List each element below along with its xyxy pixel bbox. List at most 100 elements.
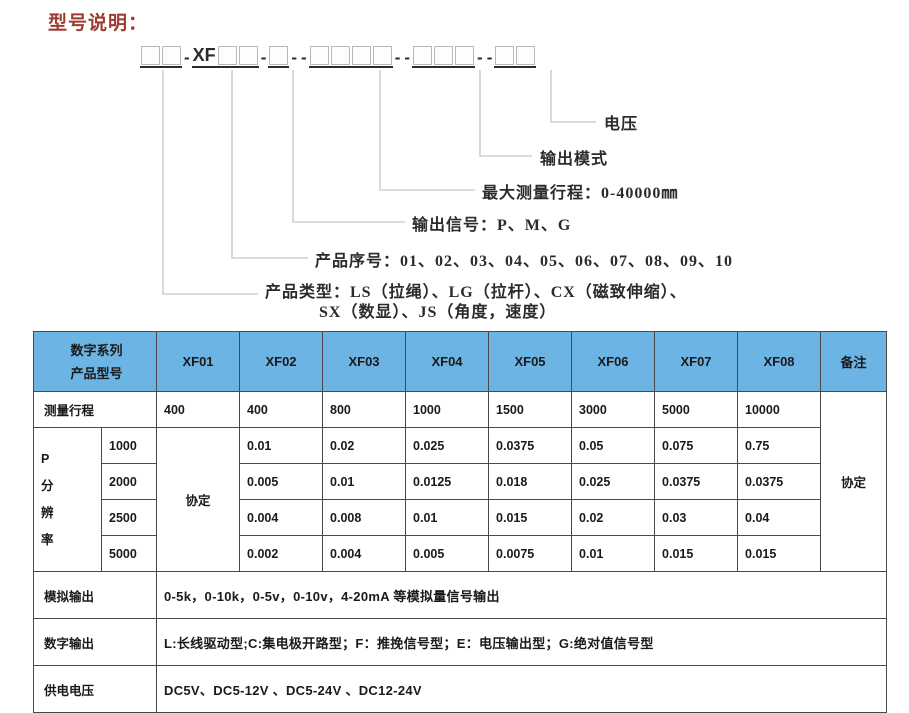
code-box[interactable] — [372, 46, 392, 65]
model-code-group-voltage — [494, 46, 537, 68]
res-1000-xf03: 0.02 — [322, 427, 407, 464]
remark-cell-merged: 协定 — [820, 391, 888, 572]
leader-line-output-signal — [292, 70, 405, 223]
res-2000-xf06: 0.025 — [571, 463, 656, 500]
header-series-line1: 数字系列 — [70, 342, 123, 358]
row-label-measurement-range: 测量行程 — [32, 391, 158, 428]
code-box[interactable] — [413, 46, 433, 65]
header-cell-series: 数字系列 产品型号 — [32, 331, 158, 392]
res-1000-xf06: 0.05 — [571, 427, 656, 464]
callout-product-type-line1: 产品类型：LS（拉绳）、LG（拉杆）、CX（磁致伸缩）、 — [265, 284, 687, 301]
code-box[interactable] — [495, 46, 515, 65]
code-box[interactable] — [309, 46, 329, 65]
header-cell-xf05: XF05 — [488, 331, 573, 392]
res-2500-xf02: 0.004 — [239, 499, 324, 536]
code-separator: - — [394, 48, 401, 67]
resolution-pulses-2000: 2000 — [100, 463, 158, 500]
res-2500-xf08: 0.04 — [737, 499, 822, 536]
range-value-xf06: 3000 — [571, 391, 656, 428]
code-separator: - — [486, 48, 493, 67]
code-box[interactable] — [330, 46, 350, 65]
res-5000-xf04: 0.005 — [405, 535, 490, 572]
row-label-supply-voltage: 供电电压 — [32, 665, 158, 713]
res-2000-xf08: 0.0375 — [737, 463, 822, 500]
value-supply-voltage: DC5V、DC5-12V 、DC5-24V 、DC12-24V — [156, 665, 888, 713]
header-cell-remark: 备注 — [820, 331, 888, 392]
res-1000-xf08: 0.75 — [737, 427, 822, 464]
leader-line-max-range — [379, 70, 475, 191]
leader-line-voltage — [550, 70, 596, 123]
header-cell-xf06: XF06 — [571, 331, 656, 392]
res-2000-xf03: 0.01 — [322, 463, 407, 500]
leader-line-product-serial — [231, 70, 308, 259]
range-value-xf07: 5000 — [654, 391, 739, 428]
table-row-supply-voltage: 供电电压 DC5V、DC5-12V 、DC5-24V 、DC12-24V — [32, 665, 888, 713]
code-box[interactable] — [217, 46, 237, 65]
res-5000-xf07: 0.015 — [654, 535, 739, 572]
row-label-digital-output: 数字输出 — [32, 618, 158, 666]
callout-max-range: 最大测量行程：0-40000㎜ — [482, 185, 679, 202]
resolution-label-char-p: P — [41, 451, 50, 466]
table-header-row: 数字系列 产品型号 XF01 XF02 XF03 XF04 XF05 XF06 … — [32, 331, 888, 392]
callout-product-type-line2: SX（数显）、JS（角度，速度） — [319, 304, 557, 321]
res-1000-xf07: 0.075 — [654, 427, 739, 464]
model-code-group-series: XF — [191, 45, 259, 68]
code-box[interactable] — [516, 46, 536, 65]
leader-line-product-type — [162, 70, 258, 295]
code-separator: - — [260, 48, 267, 67]
code-separator: - — [291, 48, 298, 67]
code-prefix-xf: XF — [192, 45, 216, 65]
res-2500-xf07: 0.03 — [654, 499, 739, 536]
range-value-xf08: 10000 — [737, 391, 822, 428]
value-digital-output: L:长线驱动型;C:集电极开路型；F：推挽信号型；E：电压输出型；G:绝对值信号… — [156, 618, 888, 666]
resolution-label-char-lv: 率 — [41, 532, 54, 547]
header-series-line2: 产品型号 — [70, 365, 123, 381]
table-row-measurement-range: 测量行程 400 400 800 1000 1500 3000 5000 100… — [32, 391, 888, 572]
callout-output-signal: 输出信号：P、M、G — [412, 217, 572, 234]
res-2000-xf02: 0.005 — [239, 463, 324, 500]
res-5000-xf02: 0.002 — [239, 535, 324, 572]
model-code-group-max-range — [412, 46, 476, 68]
code-box[interactable] — [162, 46, 181, 65]
table-row-analog-output: 模拟输出 0-5k，0-10k，0-5v，0-10v，4-20mA 等模拟量信号… — [32, 571, 888, 619]
callout-voltage: 电压 — [604, 116, 639, 133]
value-analog-output: 0-5k，0-10k，0-5v，0-10v，4-20mA 等模拟量信号输出 — [156, 571, 888, 619]
range-value-xf04: 1000 — [405, 391, 490, 428]
callout-output-mode: 输出模式 — [540, 151, 609, 168]
code-separator: - — [301, 48, 307, 67]
code-box[interactable] — [351, 46, 371, 65]
code-box[interactable] — [141, 46, 160, 65]
header-cell-xf04: XF04 — [405, 331, 490, 392]
row-label-resolution: P 分 辨 率 — [33, 427, 102, 572]
res-2000-xf04: 0.0125 — [405, 463, 490, 500]
header-cell-xf01: XF01 — [156, 331, 241, 392]
range-value-xf01: 400 — [156, 391, 241, 428]
res-2000-xf05: 0.018 — [488, 463, 573, 500]
code-separator: - — [477, 48, 483, 67]
table-row-resolution-2000: 2000 0.005 0.01 0.0125 0.018 0.025 0.037… — [34, 463, 887, 500]
table-row-resolution-2500: 2500 0.004 0.008 0.01 0.015 0.02 0.03 0.… — [34, 499, 887, 536]
resolution-pulses-2500: 2500 — [100, 499, 158, 536]
code-box[interactable] — [269, 46, 289, 65]
model-code-group-serial — [268, 46, 290, 68]
code-box[interactable] — [434, 46, 454, 65]
table-row-digital-output: 数字输出 L:长线驱动型;C:集电极开路型；F：推挽信号型；E：电压输出型；G:… — [32, 618, 888, 666]
resolution-pulses-5000: 5000 — [100, 535, 158, 572]
res-2500-xf03: 0.008 — [322, 499, 407, 536]
res-2000-xf07: 0.0375 — [654, 463, 739, 500]
res-1000-xf02: 0.01 — [239, 427, 324, 464]
resolution-label-char-bian: 辨 — [41, 505, 54, 520]
page-title: 型号说明： — [48, 13, 149, 34]
res-1000-xf05: 0.0375 — [488, 427, 573, 464]
row-label-analog-output: 模拟输出 — [32, 571, 158, 619]
code-box[interactable] — [238, 46, 258, 65]
code-separator: - — [184, 48, 190, 67]
model-code-group-product-type — [140, 46, 182, 68]
res-2500-xf05: 0.015 — [488, 499, 573, 536]
res-5000-xf05: 0.0075 — [488, 535, 573, 572]
resolution-xf01-merged: 协定 — [156, 427, 241, 572]
resolution-label-char-fen: 分 — [41, 478, 54, 493]
code-box[interactable] — [455, 46, 475, 65]
header-cell-xf07: XF07 — [654, 331, 739, 392]
table-row-resolution-5000: 5000 0.002 0.004 0.005 0.0075 0.01 0.015… — [34, 535, 887, 572]
